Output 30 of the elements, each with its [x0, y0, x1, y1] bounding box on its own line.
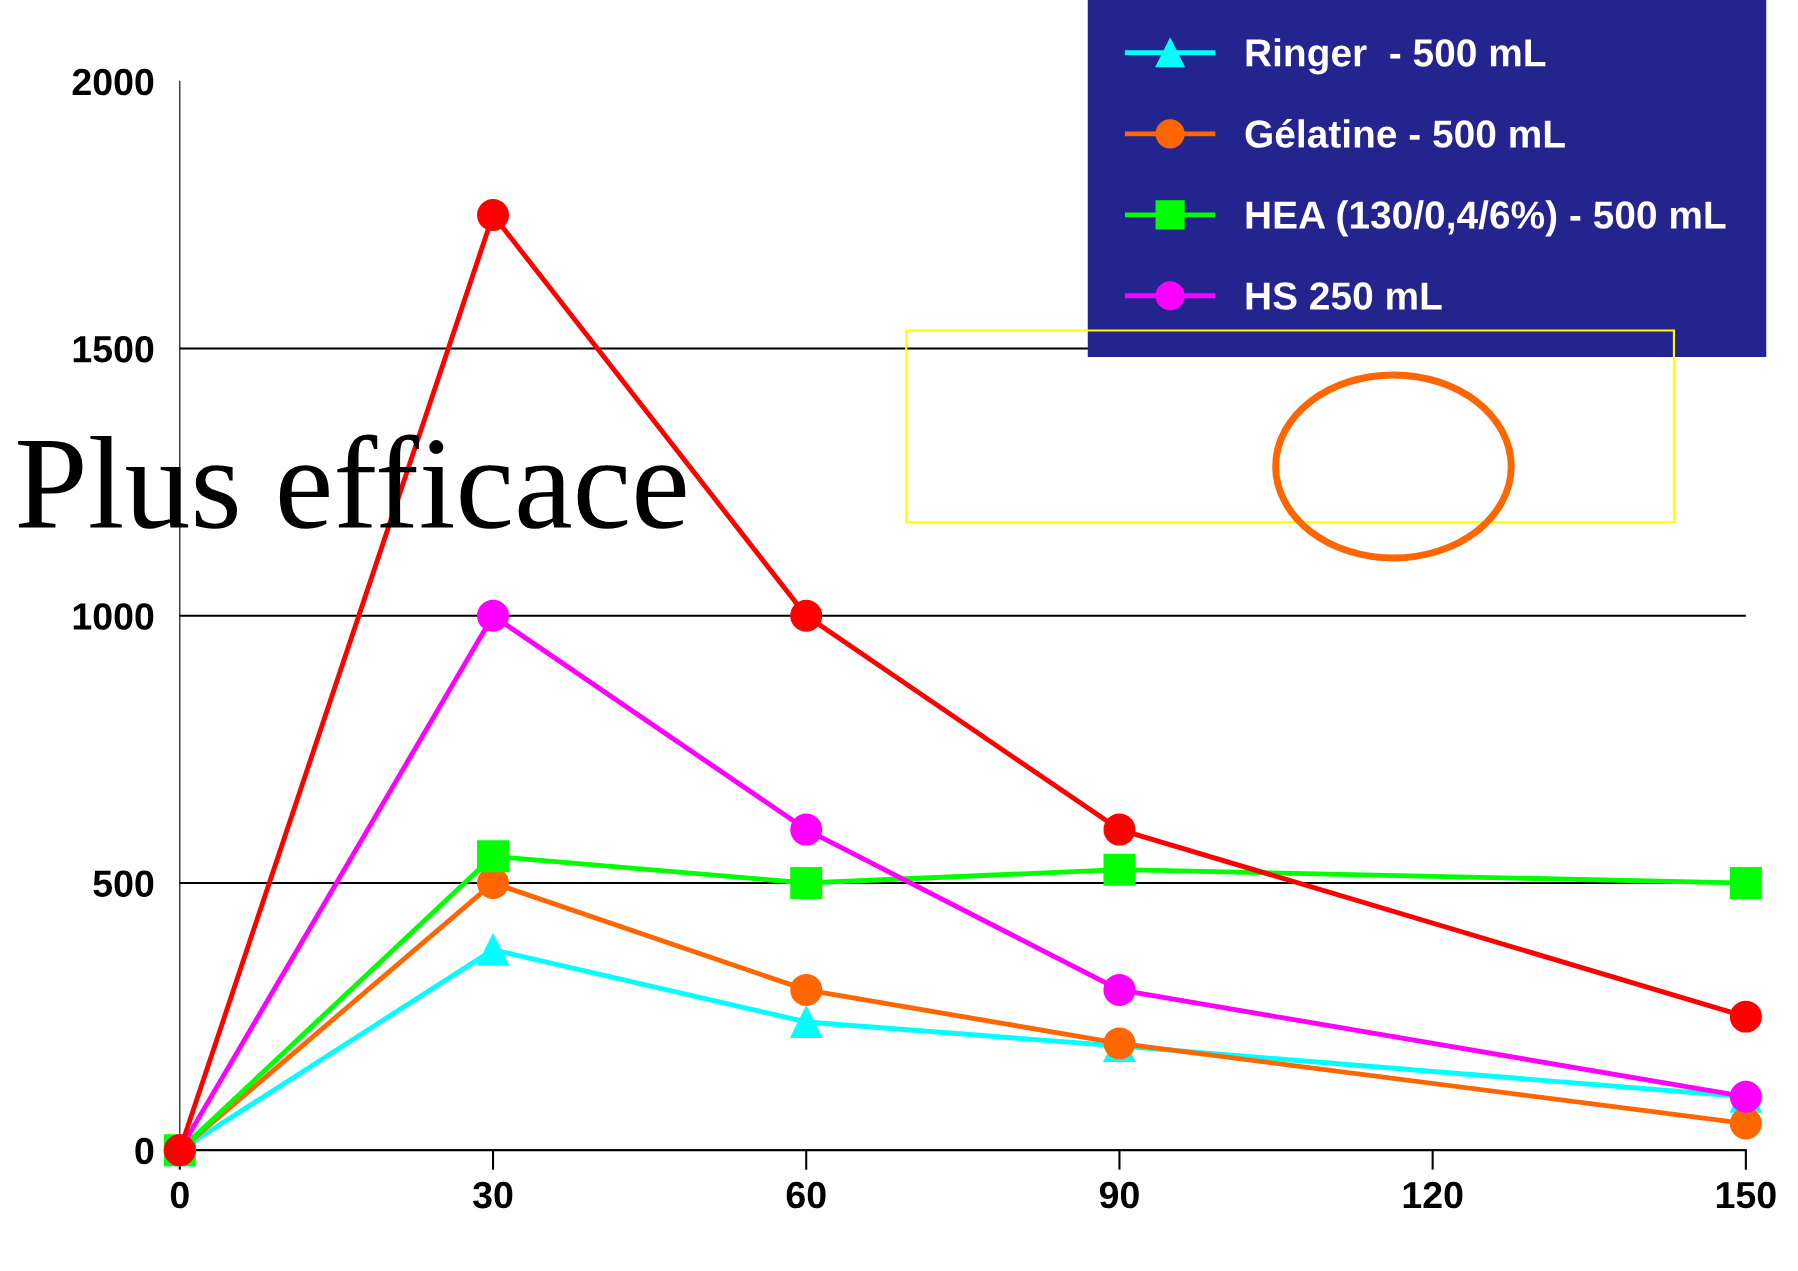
y-tick-label: 1000: [73, 603, 154, 630]
point: [477, 198, 509, 231]
point: [790, 1006, 823, 1038]
x-tick-label: 90: [1099, 1181, 1139, 1209]
point: [477, 599, 509, 632]
x-tick-label: 120: [1403, 1181, 1463, 1209]
y-tick-label: 500: [93, 870, 154, 897]
point: [790, 599, 823, 632]
point: [1103, 813, 1136, 846]
point: [790, 813, 823, 846]
point: [477, 933, 509, 966]
legend-label: HEA (130/0,4/6%) - 500 mL: [1246, 200, 1726, 237]
y-tick-label: 2000: [72, 68, 154, 96]
x-tick-label: 150: [1716, 1181, 1776, 1209]
point: [1103, 853, 1136, 886]
point: [1729, 867, 1762, 900]
point: [790, 973, 823, 1006]
point: [1729, 1107, 1762, 1140]
point: [1729, 1000, 1762, 1033]
legend-label: Gélatine - 500 mL: [1245, 118, 1565, 148]
point: [790, 867, 823, 900]
point: [1103, 973, 1136, 1006]
x-tick-label: 30: [473, 1181, 513, 1209]
x-tick-label: 0: [170, 1181, 189, 1209]
point: [477, 840, 509, 873]
x-tick-label: 60: [786, 1181, 826, 1209]
y-tick-label: 0: [135, 1137, 154, 1165]
legend-label: HS 250 mL: [1246, 282, 1442, 310]
legend-label: Ringer - 500 mL: [1246, 38, 1546, 75]
y-tick-label: 1500: [73, 335, 154, 363]
